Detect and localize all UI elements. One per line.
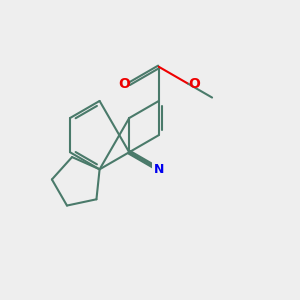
Text: N: N	[154, 163, 164, 176]
Text: O: O	[118, 77, 130, 91]
Text: O: O	[188, 77, 200, 91]
